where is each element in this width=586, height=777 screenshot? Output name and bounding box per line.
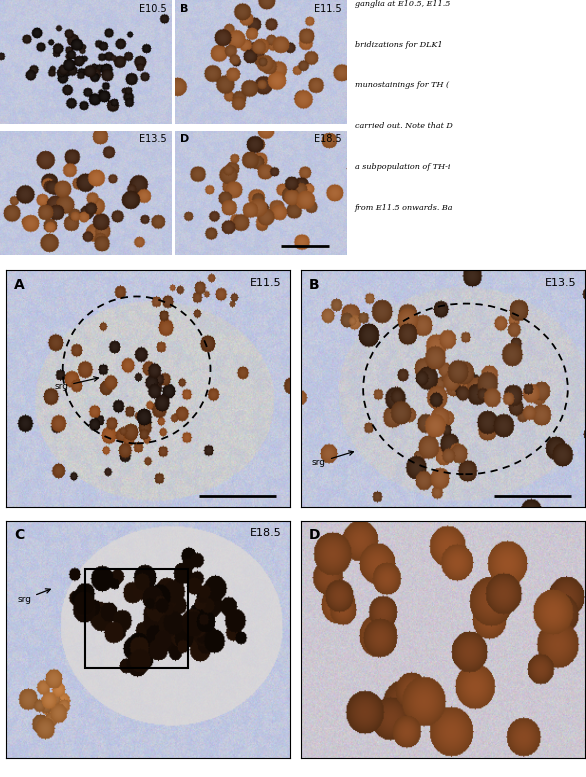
Text: D: D bbox=[309, 528, 321, 542]
Text: a subpopulation of TH-i: a subpopulation of TH-i bbox=[355, 163, 450, 171]
Text: ganglia at E10.5, E11.5: ganglia at E10.5, E11.5 bbox=[355, 0, 450, 8]
Text: C: C bbox=[15, 528, 25, 542]
Text: srg: srg bbox=[312, 451, 353, 467]
Text: D: D bbox=[180, 134, 189, 145]
Text: E10.5: E10.5 bbox=[139, 4, 166, 14]
Text: srg: srg bbox=[54, 377, 98, 391]
Bar bbox=[86, 569, 188, 668]
Text: A: A bbox=[15, 277, 25, 291]
Text: srg: srg bbox=[17, 589, 50, 604]
Text: E13.5: E13.5 bbox=[139, 134, 166, 145]
Text: E11.5: E11.5 bbox=[250, 277, 281, 287]
Text: E13.5: E13.5 bbox=[544, 277, 576, 287]
Text: bridizations for DLK1: bridizations for DLK1 bbox=[355, 40, 442, 49]
Text: E11.5: E11.5 bbox=[314, 4, 341, 14]
Text: E18.5: E18.5 bbox=[314, 134, 341, 145]
Text: munostainings for TH (: munostainings for TH ( bbox=[355, 82, 449, 89]
Text: E18.5: E18.5 bbox=[250, 528, 281, 538]
Text: B: B bbox=[180, 4, 188, 14]
Text: from E11.5 onwards. Ba: from E11.5 onwards. Ba bbox=[355, 204, 453, 211]
Text: B: B bbox=[309, 277, 320, 291]
Text: carried out. Note that D: carried out. Note that D bbox=[355, 122, 452, 130]
